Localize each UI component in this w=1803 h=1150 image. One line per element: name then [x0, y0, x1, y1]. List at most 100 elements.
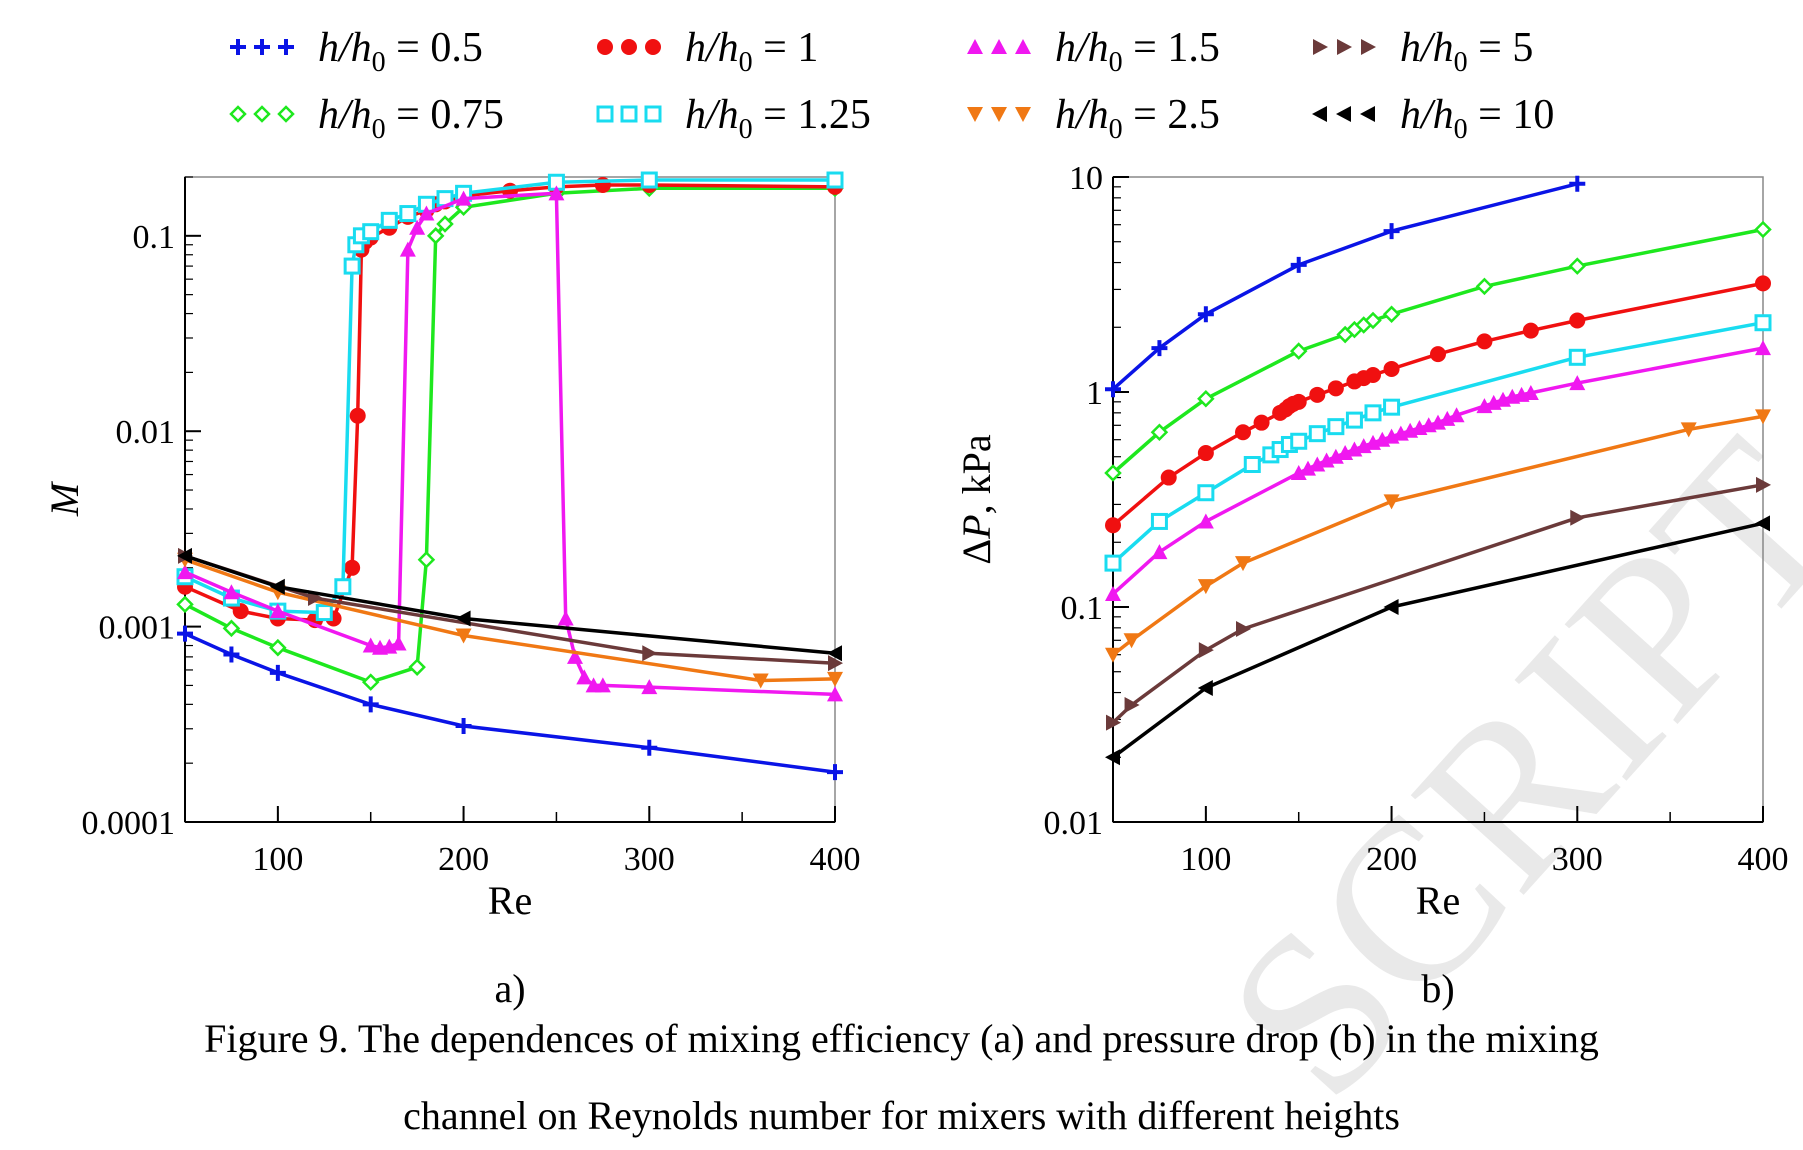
data-point — [1475, 277, 1494, 296]
x-tick-label: 300 — [1552, 841, 1603, 878]
data-point — [1680, 422, 1697, 438]
series-h-ratio-5 — [1106, 476, 1771, 731]
y-tick-label: 0.0001 — [82, 805, 176, 842]
data-point — [827, 764, 843, 781]
data-point — [1124, 697, 1140, 714]
legend-label: h/h0 = 1.5 — [1055, 25, 1220, 78]
data-point — [1150, 512, 1168, 530]
legend: h/h0 = 0.5 h/h0 = 1 h/h0 = 1.5 h/h0 = 5 h/h0… — [229, 25, 1554, 145]
data-point — [1364, 404, 1382, 422]
legend-item-h-ratio-0-75: h/h0 = 0.75 — [229, 92, 504, 145]
data-point — [1104, 464, 1122, 482]
data-point — [640, 171, 658, 189]
legend-marker-plus — [230, 39, 246, 55]
y-tick-label: 0.01 — [1044, 805, 1104, 842]
data-point — [1150, 423, 1169, 441]
data-point — [418, 205, 435, 221]
legend-marker-circle — [645, 39, 661, 55]
data-point — [1476, 333, 1493, 350]
data-point — [223, 584, 240, 600]
data-point — [1448, 407, 1465, 423]
x-tick-label: 100 — [1180, 841, 1231, 878]
data-point — [1105, 647, 1121, 663]
data-point — [1198, 642, 1214, 659]
y-tick-label: 0.1 — [133, 219, 176, 256]
data-point — [1290, 256, 1307, 273]
data-point — [576, 669, 593, 685]
data-point — [408, 658, 426, 676]
data-point — [641, 739, 658, 756]
data-point — [1430, 346, 1446, 363]
data-point — [269, 638, 287, 657]
caption-line-2: channel on Reynolds number for mixers wi… — [403, 1093, 1400, 1138]
y-axis-label: ΔP, kPa — [954, 434, 999, 564]
series-line — [184, 178, 835, 615]
data-point — [1755, 515, 1770, 532]
data-point — [1151, 340, 1168, 357]
x-tick-label: 400 — [810, 841, 861, 878]
data-point — [1568, 348, 1586, 366]
data-point — [1318, 452, 1335, 468]
legend-item-h-ratio-10: h/h0 = 10 — [1312, 92, 1554, 145]
data-point — [1755, 340, 1771, 356]
data-point — [177, 547, 192, 564]
series-h-ratio-0-75 — [1104, 220, 1772, 482]
x-tick-label: 100 — [252, 841, 303, 878]
series-h-ratio-1-25 — [1104, 314, 1772, 572]
data-point — [349, 407, 366, 424]
legend-marker-diamond — [253, 105, 271, 123]
series-h-ratio-2-5 — [177, 552, 843, 689]
series-h-ratio-0-5 — [177, 625, 843, 781]
legend-label: h/h0 = 5 — [1400, 25, 1533, 78]
data-point — [223, 646, 240, 663]
legend-marker-diamond — [277, 105, 295, 123]
data-point — [1345, 411, 1363, 429]
data-point — [436, 215, 454, 233]
data-point — [557, 610, 574, 626]
legend-marker-triangle-right — [1337, 39, 1352, 55]
data-point — [642, 645, 658, 662]
data-point — [177, 564, 193, 580]
data-point — [269, 578, 285, 595]
x-tick-label: 200 — [1366, 841, 1417, 878]
data-point — [361, 673, 380, 691]
x-axis-label: Re — [1416, 878, 1460, 923]
data-point — [409, 219, 426, 235]
data-point — [1243, 456, 1261, 474]
data-point — [1123, 633, 1140, 649]
data-point — [362, 696, 379, 713]
data-point — [222, 619, 241, 638]
legend-marker-triangle-left — [1336, 106, 1351, 122]
x-tick-label: 400 — [1738, 841, 1789, 878]
data-point — [1568, 257, 1587, 275]
data-point — [399, 241, 416, 257]
data-point — [1756, 476, 1771, 493]
data-point — [390, 635, 407, 651]
legend-marker-triangle-down — [1015, 107, 1031, 122]
legend-item-h-ratio-1: h/h0 = 1 — [597, 25, 818, 78]
data-point — [827, 645, 842, 662]
data-point — [1105, 585, 1121, 601]
data-point — [826, 171, 844, 189]
data-point — [1365, 366, 1381, 383]
data-point — [1383, 398, 1401, 416]
series-h-ratio-1-5 — [177, 185, 843, 702]
data-point — [455, 628, 472, 644]
data-point — [1253, 414, 1270, 431]
data-point — [1327, 418, 1345, 436]
series-h-ratio-10 — [177, 547, 842, 662]
data-point — [1430, 414, 1446, 430]
data-point — [1308, 425, 1326, 443]
legend-marker-triangle-up — [967, 39, 983, 54]
data-point — [315, 604, 333, 622]
panel-label: b) — [1421, 966, 1454, 1011]
series-line — [184, 186, 835, 684]
data-point — [567, 648, 583, 664]
data-point — [1569, 375, 1586, 391]
data-point — [1755, 409, 1771, 425]
y-tick-label: 0.001 — [99, 610, 176, 647]
data-point — [334, 578, 352, 596]
legend-marker-diamond — [229, 105, 247, 123]
legend-marker-plus — [254, 39, 270, 55]
x-tick-label: 300 — [624, 841, 675, 878]
